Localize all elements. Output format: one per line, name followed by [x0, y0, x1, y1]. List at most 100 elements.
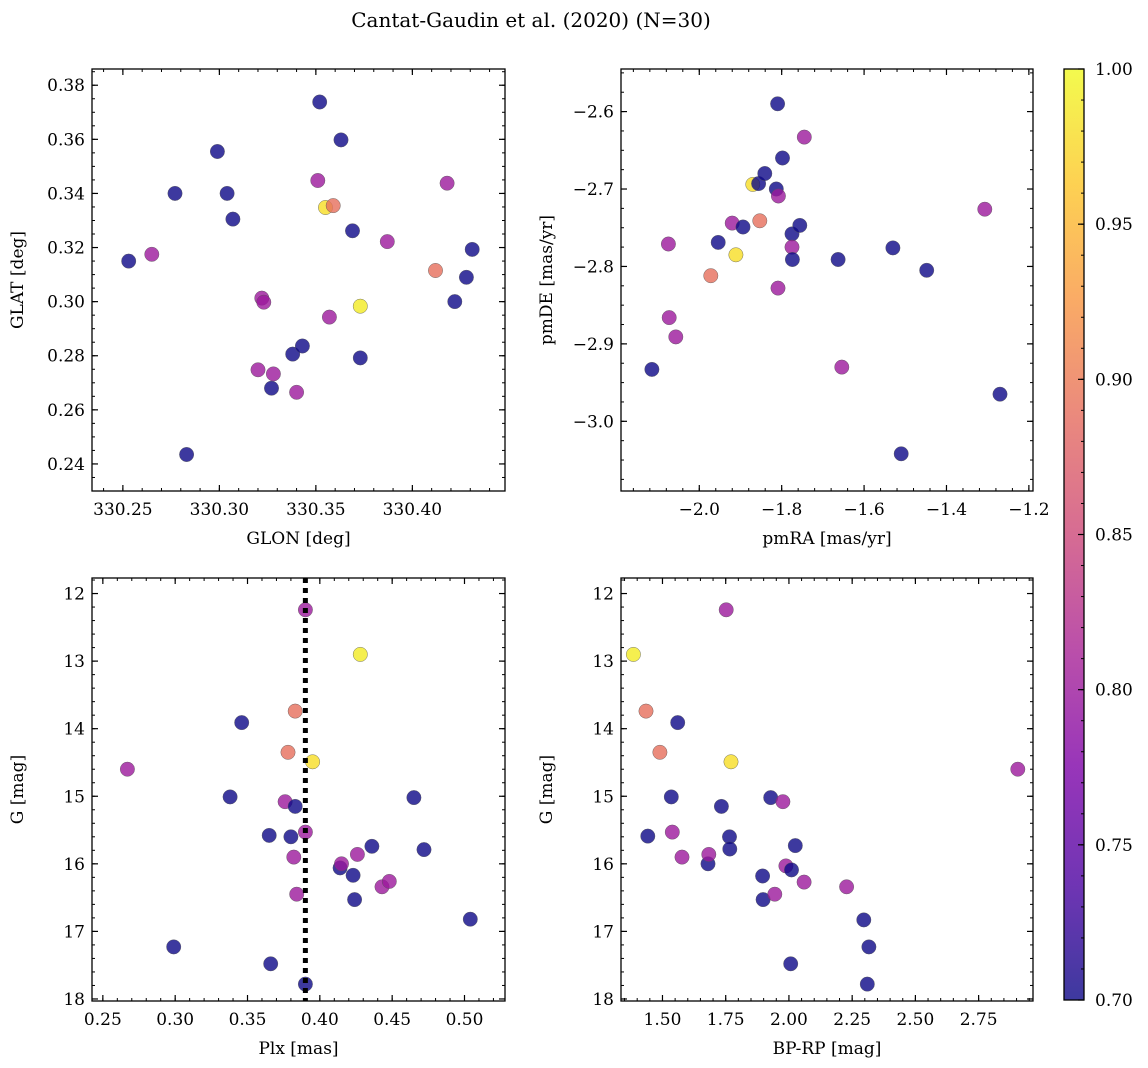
data-point	[785, 252, 800, 267]
x-tick-label: 1.50	[644, 1010, 682, 1030]
data-point	[321, 309, 337, 325]
data-point	[447, 294, 463, 309]
data-point	[334, 856, 349, 872]
data-point	[977, 201, 993, 217]
y-tick-label: −3.0	[573, 412, 614, 432]
y-axis-label: pmDE [mas/yr]	[537, 215, 557, 345]
y-tick-label: 12	[592, 585, 614, 605]
axes-frame	[620, 68, 1034, 492]
data-point	[674, 849, 690, 865]
data-point	[325, 198, 341, 214]
colorbar-tick-label: 0.75	[1095, 836, 1133, 856]
data-point	[787, 838, 803, 853]
data-point	[345, 867, 361, 883]
data-point	[310, 173, 326, 188]
x-axis-label: GLON [deg]	[246, 529, 350, 549]
data-point	[663, 789, 679, 805]
y-axis-label: GLAT [deg]	[8, 231, 28, 329]
data-point	[792, 217, 808, 233]
data-point	[830, 252, 846, 267]
data-point	[462, 911, 478, 927]
panel-glon-glat: 330.25 330.30 330.35 330.40 0.24 0.26 0.28 0.30…	[8, 68, 506, 549]
data-point	[718, 602, 734, 618]
colorbar-tick-label: 1.00	[1095, 60, 1133, 80]
y-axis-label: G [mag]	[8, 755, 28, 824]
colorbar-tick-label: 0.70	[1095, 991, 1133, 1011]
data-point	[209, 144, 225, 159]
data-point	[120, 761, 135, 777]
axes-frame	[91, 68, 506, 492]
colorbar-tick-label: 0.80	[1095, 681, 1133, 701]
colorbar-tick-label: 0.85	[1095, 526, 1133, 546]
data-point	[144, 246, 160, 262]
data-point	[992, 386, 1008, 402]
y-tick-label: 15	[63, 787, 85, 807]
data-point	[664, 824, 680, 840]
x-tick-label: 2.25	[833, 1010, 871, 1030]
data-point	[668, 329, 684, 345]
data-point	[265, 366, 281, 382]
y-tick-label: 0.32	[47, 239, 85, 259]
x-axis-label: pmRA [mas/yr]	[762, 529, 891, 549]
data-point	[703, 268, 719, 284]
data-point	[379, 234, 395, 250]
x-tick-label: −2.0	[679, 500, 720, 520]
y-tick-label: 0.38	[47, 76, 85, 96]
data-point	[439, 175, 455, 191]
data-point	[285, 346, 301, 362]
data-point	[784, 862, 799, 878]
y-tick-label: −2.8	[573, 257, 614, 277]
y-tick-label: 0.36	[47, 130, 85, 150]
x-axis-label: BP-RP [mag]	[773, 1039, 882, 1059]
data-point	[256, 294, 272, 310]
data-point	[728, 247, 744, 263]
data-point	[464, 241, 480, 257]
y-tick-label: 16	[63, 855, 85, 875]
x-tick-label: 0.30	[156, 1010, 194, 1030]
y-tick-label: 15	[592, 787, 614, 807]
data-point	[406, 790, 422, 805]
data-point	[638, 703, 654, 719]
data-point	[349, 847, 365, 862]
data-point	[752, 213, 768, 229]
x-tick-label: 330.25	[93, 500, 152, 520]
x-tick-label: 0.50	[446, 1010, 484, 1030]
data-point	[834, 359, 850, 375]
data-point	[859, 976, 875, 992]
x-tick-label: 2.75	[960, 1010, 998, 1030]
data-point	[771, 188, 786, 204]
y-tick-label: −2.7	[573, 180, 614, 200]
data-point	[416, 842, 432, 857]
data-point	[364, 838, 380, 854]
data-point	[885, 240, 901, 256]
y-tick-label: 0.28	[47, 347, 85, 367]
data-point	[661, 236, 676, 252]
data-point	[352, 647, 368, 662]
data-point	[796, 129, 812, 145]
y-tick-label: 13	[592, 652, 614, 672]
data-point	[735, 219, 751, 235]
x-tick-label: −1.8	[761, 500, 802, 520]
data-point	[312, 94, 328, 110]
panel-bprp-g: 1.50 1.75 2.00 2.25 2.50 2.75 12 13 14 15 16 17 18 BP…	[537, 577, 1034, 1059]
x-tick-label: 330.30	[190, 500, 249, 520]
data-point	[644, 361, 660, 377]
y-tick-label: −2.6	[573, 103, 614, 123]
data-point	[289, 384, 304, 400]
data-point	[714, 799, 729, 814]
x-tick-label: 0.25	[84, 1010, 122, 1030]
data-point	[345, 223, 360, 239]
x-tick-label: 0.40	[301, 1010, 339, 1030]
data-point	[179, 447, 195, 462]
x-tick-label: 0.45	[373, 1010, 411, 1030]
data-point	[652, 744, 668, 760]
data-point	[893, 446, 909, 462]
data-point	[333, 132, 349, 148]
y-tick-label: 18	[63, 990, 85, 1010]
data-point	[287, 703, 303, 719]
data-point	[755, 868, 770, 884]
y-tick-label: −2.9	[573, 335, 614, 355]
data-point	[770, 96, 785, 112]
data-point	[839, 879, 854, 895]
data-point	[767, 886, 783, 902]
